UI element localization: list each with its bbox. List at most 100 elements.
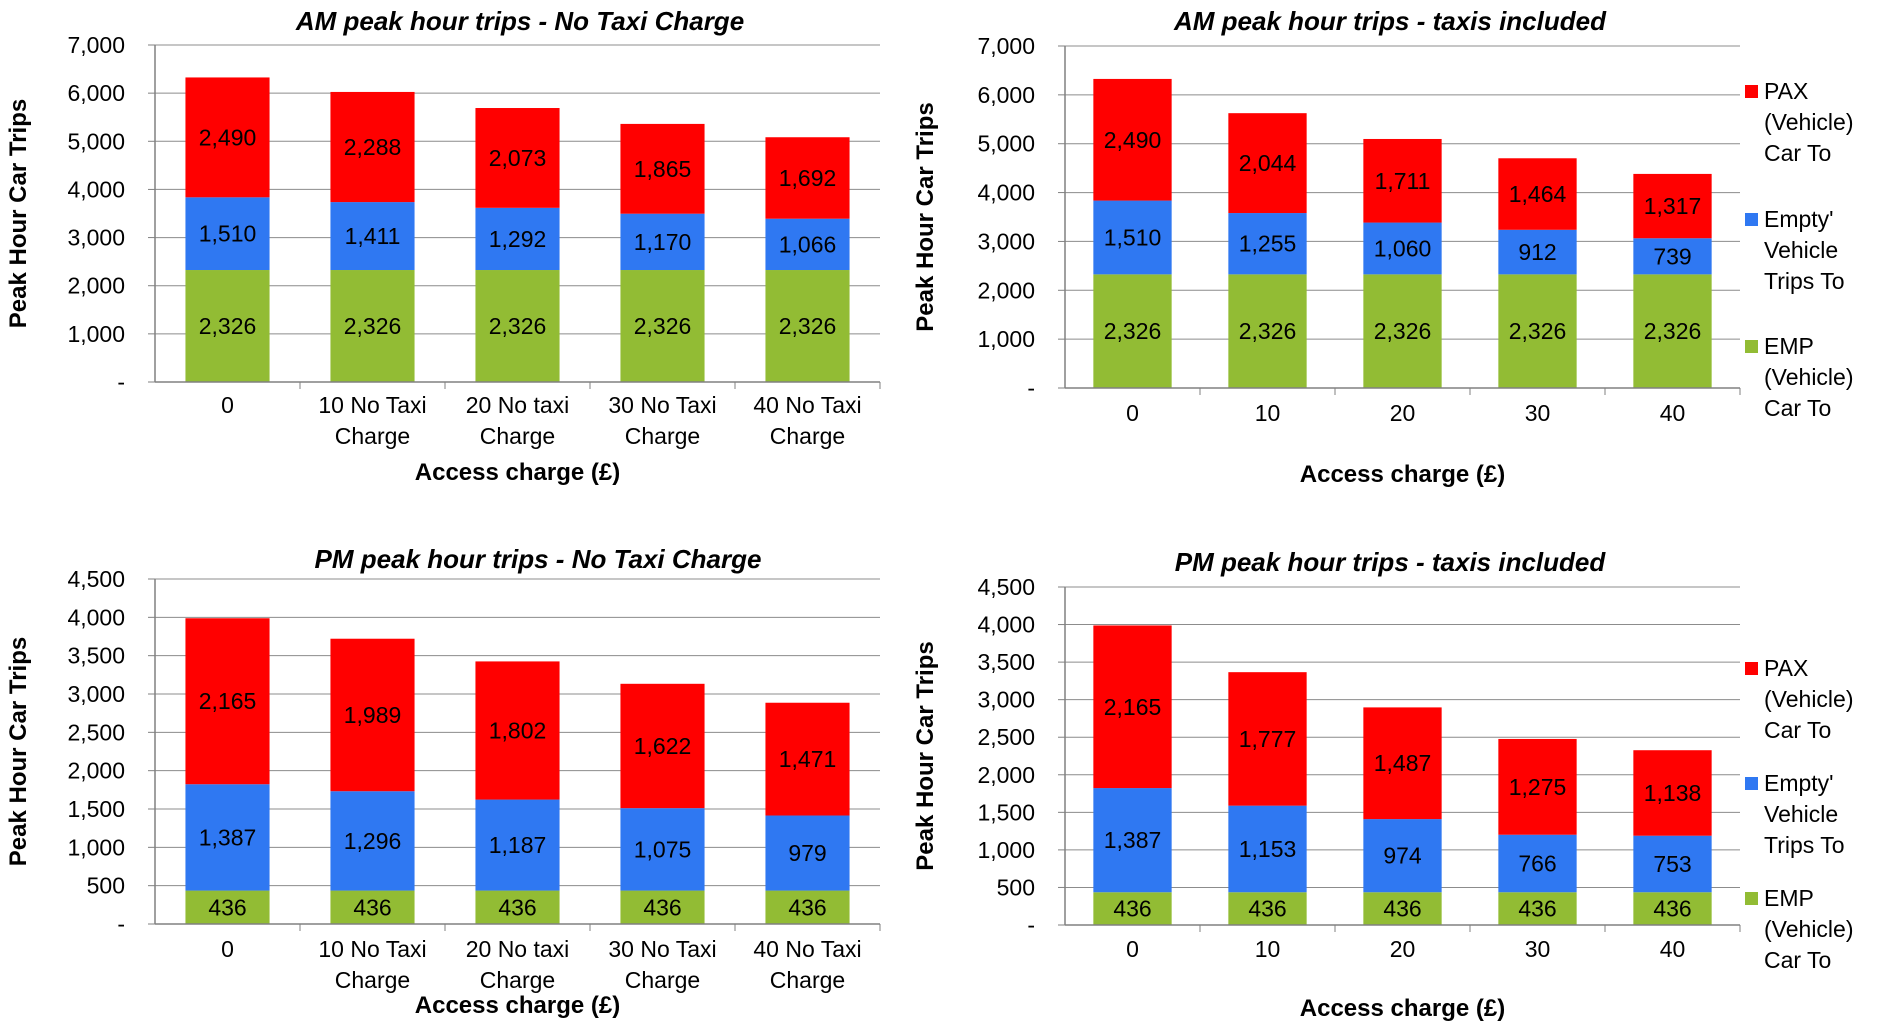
y-tick-label: 1,000: [67, 321, 125, 347]
chart-title: AM peak hour trips - taxis included: [1173, 6, 1607, 36]
data-label-pax: 2,044: [1239, 150, 1297, 176]
bar-segment-emp: [1498, 274, 1577, 388]
bar-segment-empty: [330, 202, 415, 271]
data-label-emp: 436: [1518, 896, 1556, 922]
y-tick-label: 5,000: [67, 128, 125, 154]
data-label-empty: 979: [788, 840, 826, 866]
bar-segment-empty: [1228, 805, 1307, 893]
data-label-pax: 1,487: [1374, 750, 1432, 776]
y-tick-label: 4,000: [67, 176, 125, 202]
y-tick-label: 7,000: [67, 32, 125, 58]
y-tick-label: -: [1027, 912, 1035, 938]
bar-segment-pax: [185, 77, 270, 198]
x-tick-label: 40 No Taxi: [753, 392, 861, 418]
x-tick-label: 30 No Taxi: [608, 392, 716, 418]
legend-swatch-emp: [1745, 340, 1758, 353]
y-tick-label: 2,000: [977, 762, 1035, 788]
y-tick-label: 3,000: [977, 687, 1035, 713]
data-label-emp: 436: [1113, 896, 1151, 922]
data-label-emp: 2,326: [1509, 318, 1567, 344]
x-tick-label: 30: [1525, 936, 1551, 962]
y-tick-label: 3,000: [67, 681, 125, 707]
data-label-emp: 436: [1248, 896, 1286, 922]
data-label-empty: 1,066: [779, 231, 837, 257]
bar-segment-pax: [1228, 113, 1307, 214]
legend-label-pax: PAX (Vehicle) Car To: [1764, 655, 1854, 743]
y-tick-label: 2,000: [67, 273, 125, 299]
x-axis-title: Access charge (£): [1300, 995, 1505, 1022]
legend-bottom: PAX (Vehicle) Car To Empty' Vehicle Trip…: [1745, 653, 1875, 1013]
y-tick-label: -: [117, 369, 125, 395]
data-label-pax: 1,989: [344, 702, 402, 728]
data-label-emp: 2,326: [344, 313, 402, 339]
bar-segment-pax: [475, 108, 560, 208]
x-tick-label: Charge: [480, 423, 555, 449]
x-tick-label: 20: [1390, 400, 1416, 426]
bar-segment-emp: [1498, 892, 1577, 925]
x-tick-label: 20: [1390, 936, 1416, 962]
y-tick-label: 6,000: [67, 80, 125, 106]
bar-segment-empty: [765, 218, 850, 271]
x-tick-label: 10: [1255, 936, 1281, 962]
bar-segment-pax: [1228, 672, 1307, 806]
legend-swatch-emp: [1745, 892, 1758, 905]
chart-svg: - 500 1,000 1,500 2,000 2,500 3,000 3,500 4,000 4…: [5, 544, 881, 1019]
chart-svg: - 500 1,000 1,500 2,000 2,500 3,000 3,500 4,000 4…: [912, 547, 1741, 1022]
bar-segment-emp: [1228, 892, 1307, 925]
data-label-emp: 436: [788, 894, 826, 920]
data-label-pax: 1,275: [1509, 774, 1567, 800]
bar-segment-emp: [1363, 274, 1442, 388]
legend-label-pax: PAX (Vehicle) Car To: [1764, 78, 1854, 166]
bar-segment-empty: [1093, 788, 1172, 893]
data-label-empty: 974: [1383, 843, 1422, 869]
x-axis-title: Access charge (£): [1300, 461, 1505, 488]
bar-segment-pax: [1363, 707, 1442, 820]
legend-swatch-pax: [1745, 85, 1758, 98]
bar-segment-pax: [1498, 738, 1577, 835]
y-tick-label: 4,000: [977, 612, 1035, 638]
data-label-pax: 2,165: [199, 688, 257, 714]
bar-segment-pax: [620, 683, 705, 809]
y-tick-label: 3,000: [977, 228, 1035, 254]
bar-segment-empty: [330, 791, 415, 891]
bar-segment-pax: [475, 661, 560, 800]
y-tick-label: 4,000: [67, 604, 125, 630]
x-tick-label: 40 No Taxi: [753, 936, 861, 962]
x-tick-label: 40: [1660, 936, 1686, 962]
data-label-pax: 1,622: [634, 733, 692, 759]
data-label-pax: 2,073: [489, 145, 547, 171]
data-label-emp: 2,326: [199, 313, 257, 339]
data-label-emp: 2,326: [1239, 318, 1297, 344]
legend-swatch-empty: [1745, 777, 1758, 790]
data-label-empty: 1,060: [1374, 235, 1432, 261]
bar-segment-pax: [185, 618, 270, 785]
bar-segment-empty: [1363, 819, 1442, 893]
data-label-empty: 739: [1653, 243, 1691, 269]
y-tick-label: -: [117, 911, 125, 937]
data-label-empty: 1,510: [199, 221, 257, 247]
y-tick-label: 1,000: [67, 834, 125, 860]
bar-segment-empty: [1228, 213, 1307, 275]
bar-segment-pax: [765, 137, 850, 219]
legend-swatch-pax: [1745, 662, 1758, 675]
legend-top: PAX (Vehicle) Car To Empty' Vehicle Trip…: [1745, 76, 1875, 436]
x-tick-label: 0: [1126, 936, 1139, 962]
data-label-pax: 2,490: [199, 124, 257, 150]
data-label-emp: 2,326: [1104, 318, 1162, 344]
bar-segment-empty: [185, 197, 270, 271]
bar-segment-empty: [475, 207, 560, 271]
data-label-empty: 1,187: [489, 832, 547, 858]
bar-segment-pax: [1093, 78, 1172, 201]
x-tick-label: 30: [1525, 400, 1551, 426]
y-tick-label: 500: [997, 874, 1035, 900]
pm-taxis-included-chart: - 500 1,000 1,500 2,000 2,500 3,000 3,500 4,000 4…: [900, 540, 1741, 1027]
bar-segment-pax: [330, 91, 415, 203]
bar-segment-emp: [1228, 274, 1307, 388]
y-tick-label: 3,500: [67, 643, 125, 669]
y-tick-label: 3,500: [977, 649, 1035, 675]
data-label-empty: 1,387: [1104, 827, 1162, 853]
y-tick-label: 500: [87, 873, 125, 899]
data-label-pax: 1,777: [1239, 726, 1297, 752]
bar-segment-emp: [330, 270, 415, 382]
bar-segment-pax: [1633, 173, 1712, 239]
